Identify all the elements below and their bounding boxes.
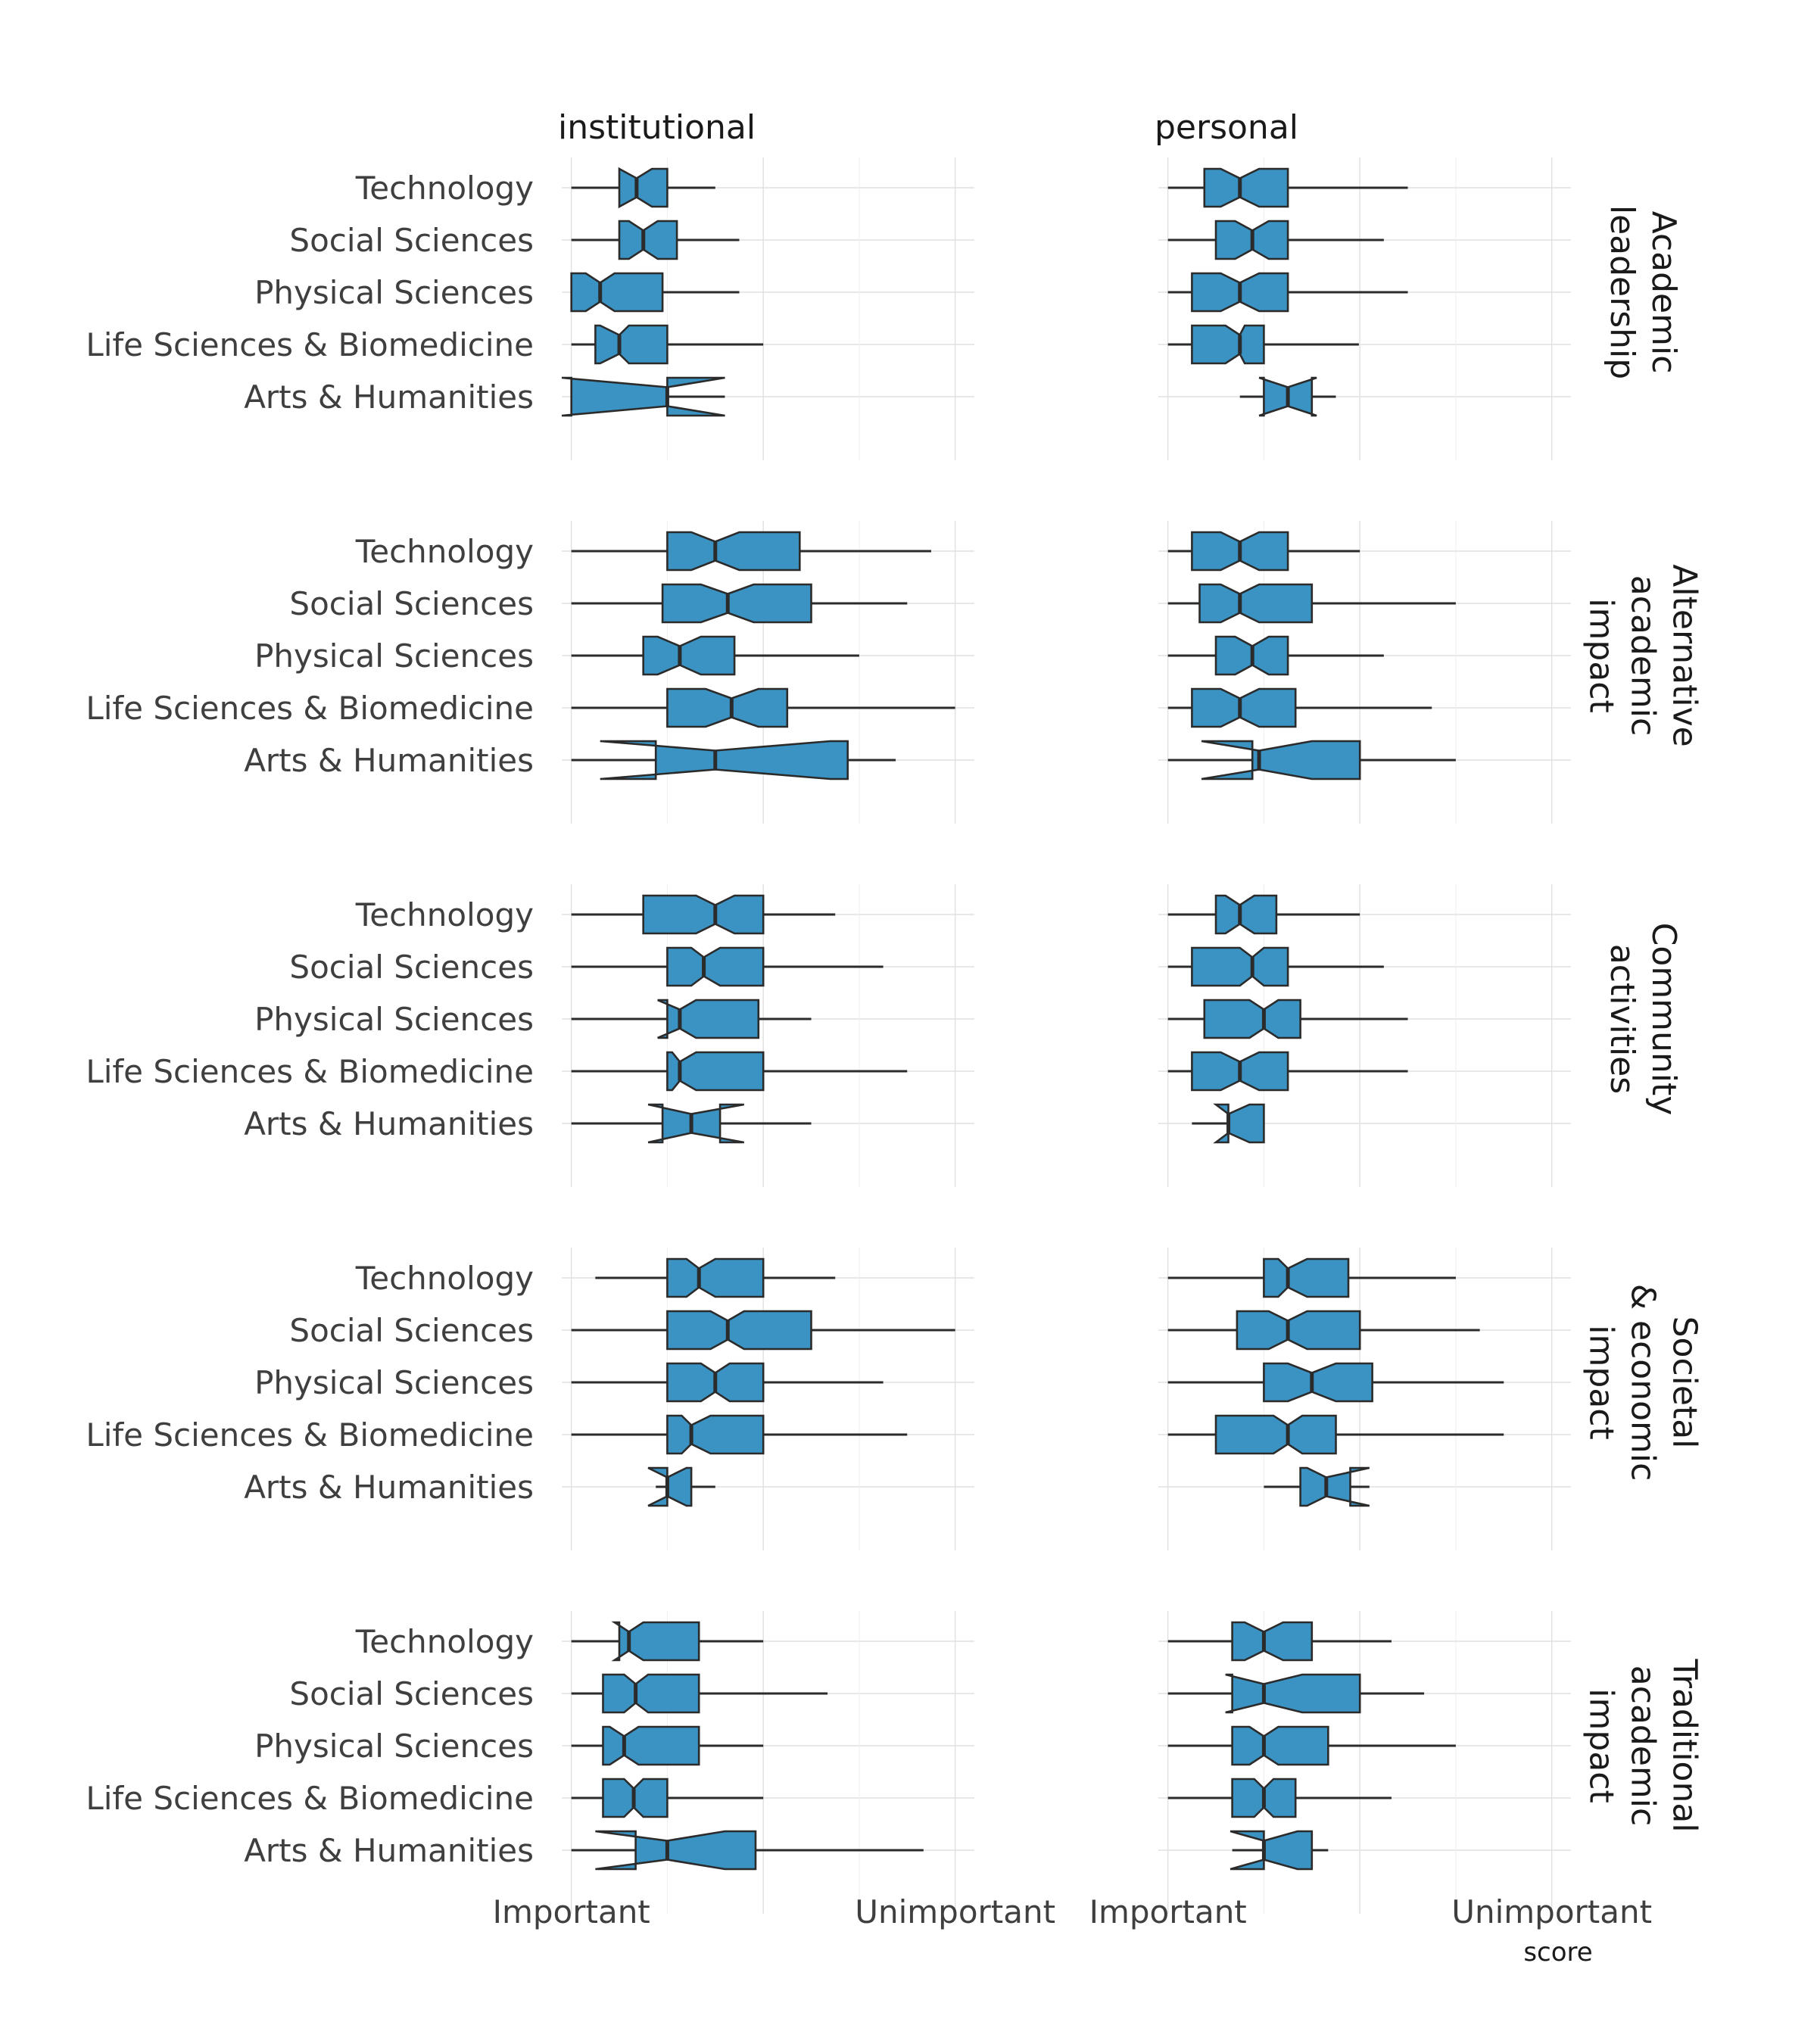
category-label: Social Sciences <box>289 1312 534 1349</box>
category-label: Technology <box>355 1260 534 1297</box>
category-label: Life Sciences & Biomedicine <box>86 1780 534 1817</box>
facet-row-label-line: impact <box>1582 1325 1621 1439</box>
notched-box <box>666 1414 765 1455</box>
notched-box <box>666 946 765 987</box>
category-label: Life Sciences & Biomedicine <box>86 690 534 727</box>
notched-box <box>666 1051 765 1092</box>
category-label: Technology <box>355 533 534 570</box>
facet-row-label-line: Alternative <box>1666 564 1704 746</box>
notched-box <box>1236 1310 1361 1351</box>
notched-box <box>1263 1257 1350 1298</box>
facet-column-label: personal <box>1155 108 1298 147</box>
category-label: Social Sciences <box>289 585 534 622</box>
notched-box <box>1214 1414 1337 1455</box>
notched-box <box>642 635 736 676</box>
notched-box <box>666 1310 812 1351</box>
notched-box <box>1203 167 1289 208</box>
category-label: Physical Sciences <box>254 1364 534 1401</box>
category-label: Social Sciences <box>289 949 534 986</box>
category-label: Life Sciences & Biomedicine <box>86 1416 534 1454</box>
notched-box <box>602 1725 700 1766</box>
facet-row-label-line: Societal <box>1666 1316 1704 1449</box>
text-layer: Technology Social Sciences Physical Scienc… <box>86 108 1703 1968</box>
category-label: Social Sciences <box>289 222 534 259</box>
notched-box <box>618 167 669 209</box>
category-label: Life Sciences & Biomedicine <box>86 1053 534 1090</box>
notched-box <box>657 999 760 1039</box>
category-label: Arts & Humanities <box>244 1832 534 1869</box>
notched-box <box>594 324 669 365</box>
facet-row-label-line: & economic <box>1624 1284 1663 1482</box>
mark-layer <box>561 167 1504 1871</box>
category-label: Arts & Humanities <box>244 379 534 416</box>
x-tick-label: Unimportant <box>855 1893 1055 1930</box>
category-label: Physical Sciences <box>254 1001 534 1038</box>
x-tick-label: Important <box>493 1893 650 1930</box>
notched-box <box>1214 894 1278 935</box>
notched-box <box>647 1103 745 1144</box>
category-label: Physical Sciences <box>254 637 534 675</box>
notched-box <box>1263 1362 1373 1403</box>
facet-row-label-line: impact <box>1582 1688 1621 1803</box>
category-label: Arts & Humanities <box>244 1105 534 1142</box>
category-label: Life Sciences & Biomedicine <box>86 326 534 363</box>
facet-row-label-line: activities <box>1603 944 1641 1094</box>
category-label: Technology <box>355 170 534 207</box>
notched-box <box>570 272 664 313</box>
notched-box <box>661 583 812 624</box>
notched-box <box>618 220 678 260</box>
notched-box <box>1191 324 1265 365</box>
category-label: Physical Sciences <box>254 274 534 311</box>
notched-box <box>642 894 765 935</box>
facet-row-label-line: impact <box>1582 598 1621 712</box>
facet-row-label-line: academic <box>1624 575 1663 736</box>
facet-row-label-line: Traditional <box>1666 1658 1704 1832</box>
category-label: Physical Sciences <box>254 1728 534 1765</box>
notched-box <box>602 1673 700 1714</box>
notched-box <box>666 687 789 728</box>
category-label: Arts & Humanities <box>244 1469 534 1506</box>
category-label: Technology <box>355 1623 534 1660</box>
notched-box <box>595 1830 757 1871</box>
x-tick-label: Important <box>1089 1893 1247 1930</box>
notched-box <box>1198 583 1314 624</box>
notched-box <box>1213 1103 1265 1144</box>
notched-box <box>1231 1621 1314 1662</box>
notched-box <box>647 1466 693 1507</box>
x-axis-title: score <box>1523 1937 1592 1968</box>
notched-box <box>666 531 801 572</box>
facet-row-label-line: academic <box>1624 1665 1663 1826</box>
category-label: Social Sciences <box>289 1675 534 1712</box>
notched-box <box>600 740 849 781</box>
notched-box <box>1231 1725 1329 1766</box>
category-label: Technology <box>355 896 534 933</box>
notched-box <box>1191 946 1289 987</box>
notched-box <box>1203 999 1301 1039</box>
facet-column-label: institutional <box>558 108 756 147</box>
notched-box <box>1191 687 1297 728</box>
facet-row-label-line: Community <box>1644 923 1683 1116</box>
notched-box <box>611 1621 700 1662</box>
notched-box <box>1201 740 1361 781</box>
notched-box <box>1299 1466 1370 1507</box>
category-label: Arts & Humanities <box>244 742 534 779</box>
notched-box <box>561 376 725 417</box>
facet-row-label-line: leadership <box>1603 205 1641 379</box>
notched-box <box>1225 1673 1361 1714</box>
notched-box <box>666 1257 765 1298</box>
facet-row-label-line: Academic <box>1644 211 1683 374</box>
notched-box <box>1230 1830 1314 1871</box>
x-tick-label: Unimportant <box>1451 1893 1652 1930</box>
